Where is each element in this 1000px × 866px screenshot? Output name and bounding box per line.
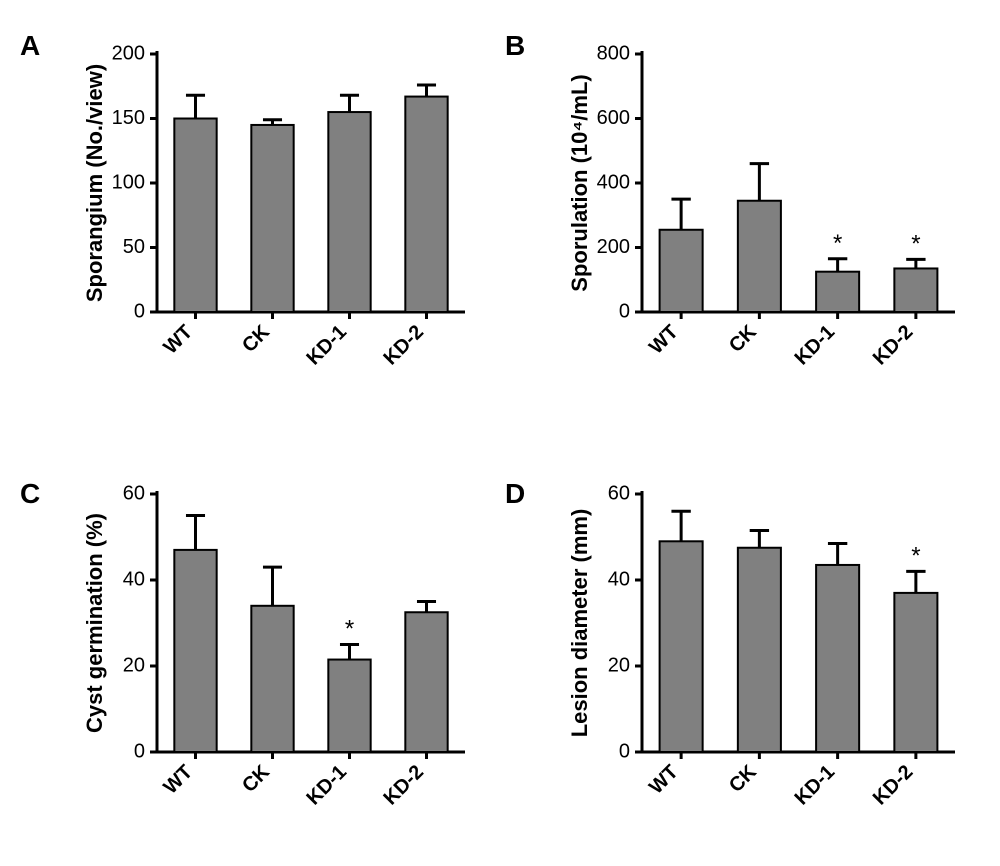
xlabel-D-3: KD-2 — [869, 761, 918, 810]
svg-text:0: 0 — [619, 300, 630, 322]
svg-text:200: 200 — [597, 236, 630, 258]
xlabel-C-0: WT — [159, 761, 197, 799]
panel-label-A: A — [20, 30, 40, 62]
bar-C-3 — [405, 612, 447, 752]
xlabel-B-0: WT — [645, 321, 683, 359]
svg-text:200: 200 — [112, 42, 145, 64]
panel-label-D: D — [505, 478, 525, 510]
chart-B: 0 200 400 600 800Sporulation (10⁴/mL) WT CK * KD… — [570, 40, 965, 390]
xlabel-A-0: WT — [159, 321, 197, 359]
bar-C-0 — [174, 550, 216, 752]
xlabel-D-0: WT — [645, 761, 683, 799]
bar-A-1 — [251, 125, 293, 312]
ylabel-B: Sporulation (10⁴/mL) — [567, 74, 592, 291]
xlabel-B-1: CK — [725, 321, 761, 357]
bar-D-2 — [816, 565, 859, 752]
bar-C-2 — [328, 660, 370, 752]
svg-text:40: 40 — [123, 568, 145, 590]
bar-D-1 — [738, 548, 781, 752]
bar-C-1 — [251, 606, 293, 752]
bar-B-0 — [660, 230, 703, 312]
sig-C-2: * — [345, 616, 354, 643]
svg-text:0: 0 — [134, 740, 145, 762]
svg-text:400: 400 — [597, 171, 630, 193]
svg-text:20: 20 — [123, 654, 145, 676]
figure-root: A050100150200Sporangium (No./view)WTCKKD… — [0, 0, 1000, 866]
svg-text:60: 60 — [608, 482, 630, 504]
xlabel-D-2: KD-1 — [791, 761, 840, 810]
bar-A-3 — [405, 97, 447, 312]
bar-A-0 — [174, 119, 216, 313]
xlabel-A-2: KD-1 — [302, 321, 351, 370]
svg-text:0: 0 — [619, 740, 630, 762]
svg-text:50: 50 — [123, 236, 145, 258]
svg-text:20: 20 — [608, 654, 630, 676]
chart-A: 0 50 100 150 200Sporangium (No./view) WT CK KD-… — [85, 40, 475, 390]
ylabel-A: Sporangium (No./view) — [82, 64, 107, 302]
svg-text:0: 0 — [134, 300, 145, 322]
bar-D-0 — [660, 541, 703, 752]
chart-C: 0 20 40 60 Cyst germination (%) WT CK * KD-1 KD-2 — [85, 480, 475, 830]
bar-A-2 — [328, 112, 370, 312]
sig-B-2: * — [833, 230, 842, 257]
xlabel-C-3: KD-2 — [379, 761, 428, 810]
bar-B-3 — [894, 268, 937, 312]
xlabel-A-1: CK — [238, 321, 274, 357]
xlabel-B-2: KD-1 — [791, 321, 840, 370]
svg-text:100: 100 — [112, 171, 145, 193]
svg-text:150: 150 — [112, 107, 145, 129]
panel-label-B: B — [505, 30, 525, 62]
bar-D-3 — [894, 593, 937, 752]
xlabel-A-3: KD-2 — [379, 321, 428, 370]
svg-text:60: 60 — [123, 482, 145, 504]
svg-text:40: 40 — [608, 568, 630, 590]
svg-text:600: 600 — [597, 107, 630, 129]
bar-B-1 — [738, 201, 781, 312]
ylabel-D: Lesion diameter (mm) — [567, 509, 592, 738]
sig-D-3: * — [911, 542, 920, 569]
xlabel-C-1: CK — [238, 761, 274, 797]
xlabel-B-3: KD-2 — [869, 321, 918, 370]
xlabel-D-1: CK — [725, 761, 761, 797]
panel-label-C: C — [20, 478, 40, 510]
svg-text:800: 800 — [597, 42, 630, 64]
bar-B-2 — [816, 272, 859, 312]
xlabel-C-2: KD-1 — [302, 761, 351, 810]
sig-B-3: * — [911, 230, 920, 257]
chart-D: 0 20 40 60 Lesion diameter (mm) WT CK KD-1 * KD-2 — [570, 480, 965, 830]
ylabel-C: Cyst germination (%) — [82, 513, 107, 733]
